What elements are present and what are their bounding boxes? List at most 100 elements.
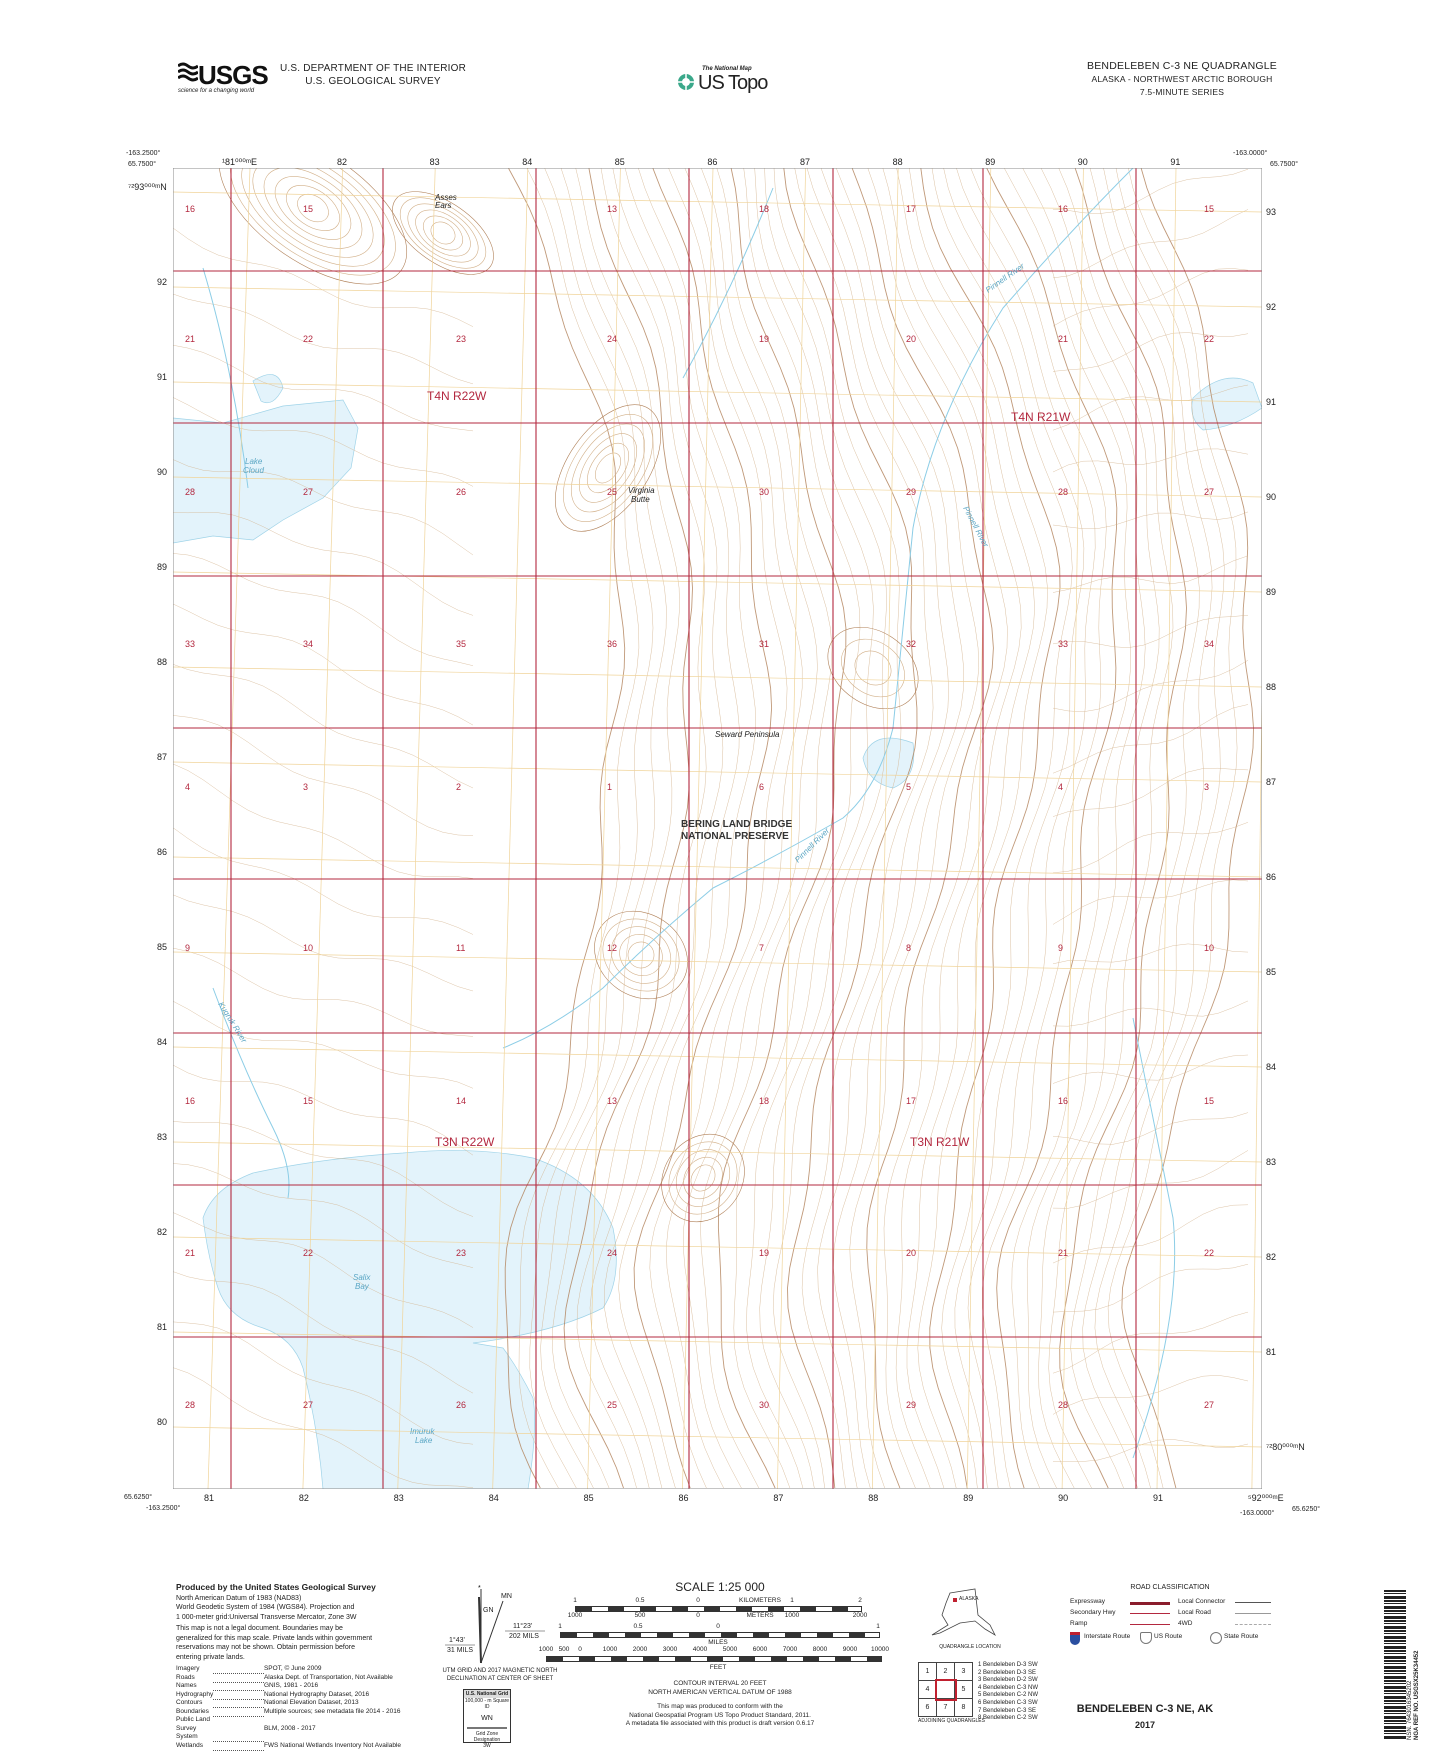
contour-line bbox=[173, 1163, 474, 1268]
label-seward-peninsula: Seward Peninsula bbox=[715, 730, 780, 739]
hill-contour bbox=[586, 442, 630, 494]
contour-line bbox=[540, 168, 667, 1489]
section-number: 15 bbox=[303, 1096, 313, 1106]
utm-grid-line bbox=[173, 191, 1262, 213]
northing-tick-label: 86 bbox=[157, 847, 168, 857]
contour-line bbox=[173, 227, 474, 327]
easting-tick-label: 91 bbox=[1153, 1493, 1164, 1503]
grid-north-label: GN bbox=[483, 1607, 494, 1614]
adjoining-quad-name: 4 Bendeleben C-3 NW bbox=[978, 1684, 1039, 1691]
section-number: 10 bbox=[303, 943, 313, 953]
credit-key: Roads bbox=[176, 1673, 195, 1681]
region-label: ALASKA - NORTHWEST ARCTIC BOROUGH bbox=[1091, 74, 1273, 84]
utm-grid-line bbox=[173, 1236, 1262, 1258]
streams bbox=[202, 168, 1176, 1459]
contour-line bbox=[746, 168, 874, 1489]
nw-longitude: -163.2500° bbox=[126, 150, 161, 157]
stream-west bbox=[202, 267, 249, 489]
utm-grid-line bbox=[173, 571, 1262, 593]
scale-label: 1 bbox=[876, 1623, 880, 1630]
usng-square-id: WN bbox=[481, 1715, 493, 1722]
road-type-label: Secondary Hwy bbox=[1070, 1609, 1116, 1616]
contour-line bbox=[1052, 1375, 1249, 1415]
section-number: 16 bbox=[185, 1096, 195, 1106]
easting-tick-label: 91 bbox=[1170, 157, 1181, 167]
northing-tick-label: ⁷²93⁰⁰⁰ᵐN bbox=[128, 182, 167, 192]
hill-contour bbox=[602, 918, 680, 992]
label-virginia-butte-2: Butte bbox=[631, 495, 650, 504]
adjoining-quad-cell: 2 bbox=[936, 1662, 955, 1681]
contour-line bbox=[1022, 168, 1146, 1489]
credit-value: Alaska Dept. of Transportation, Not Avai… bbox=[263, 1673, 393, 1681]
utm-grid-line bbox=[173, 1141, 1262, 1163]
section-number: 36 bbox=[607, 639, 617, 649]
northing-tick-label: 90 bbox=[1266, 492, 1277, 502]
hill-contour bbox=[570, 423, 646, 513]
section-number: 31 bbox=[759, 639, 769, 649]
road-classification-legend: ROAD CLASSIFICATION Expressway Secondary … bbox=[1070, 1584, 1271, 1654]
hill-contour bbox=[399, 197, 487, 269]
scale-label: KILOMETERS bbox=[739, 1597, 781, 1604]
contour-line bbox=[1052, 268, 1249, 327]
section-number: 1 bbox=[607, 782, 612, 792]
utm-grid-line bbox=[1156, 168, 1177, 1489]
contour-line bbox=[173, 1212, 474, 1328]
northing-tick-label: 85 bbox=[1266, 967, 1277, 977]
contour-line bbox=[1121, 168, 1254, 1489]
northing-tick-label: 85 bbox=[157, 942, 168, 952]
utm-grid-line bbox=[173, 1426, 1262, 1448]
national-map-label: The National Map bbox=[702, 66, 752, 72]
section-number: 15 bbox=[1204, 204, 1214, 214]
hill-contour bbox=[263, 168, 363, 249]
adjoining-quad-name: 5 Bendeleben C-2 NW bbox=[978, 1692, 1039, 1699]
scale-label: 500 bbox=[634, 1612, 646, 1619]
scale-label: 7000 bbox=[782, 1646, 798, 1653]
section-number: 34 bbox=[303, 639, 313, 649]
contour-line bbox=[1052, 1439, 1249, 1462]
contour-line bbox=[1052, 822, 1249, 874]
stream-east bbox=[1132, 1017, 1176, 1459]
credit-value: BLM, 2008 - 2017 bbox=[263, 1724, 316, 1732]
credit-row: Imagery SPOT, © June 2009 bbox=[176, 1665, 401, 1674]
northing-tick-label: 90 bbox=[157, 467, 168, 477]
hill-contour bbox=[841, 638, 905, 698]
contour-line bbox=[618, 168, 756, 1489]
section-number: 8 bbox=[906, 943, 911, 953]
section-number: 17 bbox=[906, 1096, 916, 1106]
section-number: 27 bbox=[303, 1400, 313, 1410]
se-latitude: 65.6250° bbox=[1292, 1506, 1321, 1513]
contour-line bbox=[1052, 448, 1249, 473]
section-number: 29 bbox=[906, 1400, 916, 1410]
us-route-shield-icon bbox=[1140, 1632, 1152, 1644]
scale-label: 1 bbox=[573, 1597, 577, 1604]
nga-ref-number: NGA REF NO. USGSX25K34452 bbox=[1414, 1650, 1420, 1740]
route-shield-label: State Route bbox=[1224, 1633, 1259, 1640]
scale-label: 0 bbox=[578, 1646, 582, 1653]
contour-interval: CONTOUR INTERVAL 20 FEET bbox=[673, 1680, 767, 1687]
township-t3n-r21w: T3N R21W bbox=[910, 1135, 970, 1149]
credit-row: Contours National Elevation Dataset, 2013 bbox=[176, 1699, 401, 1708]
section-number: 21 bbox=[1058, 334, 1068, 344]
northing-tick-label: 92 bbox=[157, 277, 168, 287]
alaska-label: ALASKA bbox=[959, 1596, 979, 1602]
hill-contour bbox=[675, 1149, 731, 1207]
scale-label: 1000 bbox=[602, 1646, 618, 1653]
credit-row: Boundaries Multiple sources; see metadata… bbox=[176, 1707, 401, 1717]
conform-line: This map was produced to conform with th… bbox=[657, 1703, 783, 1710]
section-number: 12 bbox=[607, 943, 617, 953]
northing-tick-label: 81 bbox=[1266, 1347, 1277, 1357]
scale-label: 5000 bbox=[722, 1646, 738, 1653]
usgs-wordmark: USGS bbox=[198, 60, 269, 90]
hill-contour bbox=[619, 934, 663, 976]
section-number: 13 bbox=[607, 204, 617, 214]
declination-diagram: * MN GN 1°43' 31 MILS 11°23' 202 MILS UT… bbox=[443, 1585, 558, 1749]
hill-contour bbox=[690, 1164, 716, 1192]
disclaimer-line: reservations may not be shown. Obtain pe… bbox=[176, 1644, 355, 1651]
nw-latitude: 65.7500° bbox=[128, 161, 157, 168]
road-symbol bbox=[1235, 1613, 1271, 1614]
ne-longitude: -163.0000° bbox=[1233, 150, 1268, 157]
easting-tick-label: 85 bbox=[614, 157, 625, 167]
usgs-tagline: science for a changing world bbox=[178, 88, 255, 94]
adjoining-quad-name: 6 Bendeleben C-3 SW bbox=[978, 1699, 1038, 1706]
